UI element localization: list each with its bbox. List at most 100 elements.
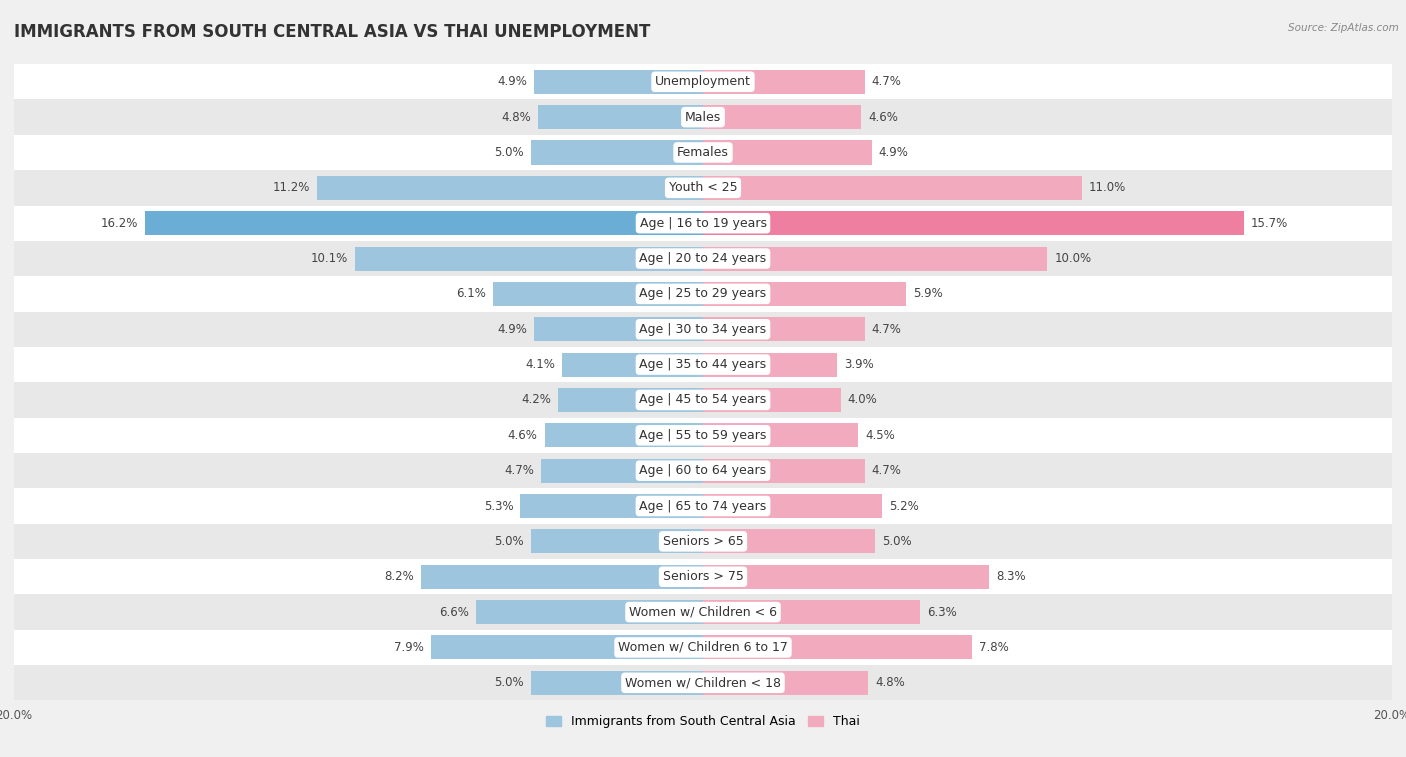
Bar (420, 565, 703, 589)
Text: 3.9%: 3.9% (844, 358, 875, 371)
Bar (14, 170, 1392, 205)
Bar (14, 488, 1392, 524)
Text: 4.5%: 4.5% (865, 428, 894, 442)
Text: 4.9%: 4.9% (879, 146, 908, 159)
Text: 8.3%: 8.3% (995, 570, 1025, 583)
Bar (703, 141, 872, 164)
Text: 4.6%: 4.6% (869, 111, 898, 123)
Text: 6.3%: 6.3% (927, 606, 956, 618)
Bar (703, 353, 838, 377)
Text: Age | 30 to 34 years: Age | 30 to 34 years (640, 322, 766, 336)
Bar (14, 64, 1392, 99)
Bar (703, 565, 988, 589)
Text: Age | 20 to 24 years: Age | 20 to 24 years (640, 252, 766, 265)
Bar (534, 317, 703, 341)
Text: 5.0%: 5.0% (495, 146, 524, 159)
Text: Age | 35 to 44 years: Age | 35 to 44 years (640, 358, 766, 371)
Bar (14, 99, 1392, 135)
Text: 10.0%: 10.0% (1054, 252, 1091, 265)
Bar (430, 635, 703, 659)
Bar (703, 494, 882, 518)
Bar (14, 594, 1392, 630)
Bar (14, 312, 1392, 347)
Text: 5.2%: 5.2% (889, 500, 918, 512)
Bar (14, 382, 1392, 418)
Bar (14, 453, 1392, 488)
Bar (318, 176, 703, 200)
Text: 15.7%: 15.7% (1251, 217, 1288, 229)
Text: Age | 16 to 19 years: Age | 16 to 19 years (640, 217, 766, 229)
Text: Females: Females (678, 146, 728, 159)
Text: 11.2%: 11.2% (273, 182, 311, 195)
Bar (703, 423, 858, 447)
Text: Age | 45 to 54 years: Age | 45 to 54 years (640, 394, 766, 407)
Bar (14, 241, 1392, 276)
Text: 11.0%: 11.0% (1088, 182, 1126, 195)
Bar (534, 70, 703, 94)
Bar (703, 388, 841, 412)
Text: Women w/ Children < 6: Women w/ Children < 6 (628, 606, 778, 618)
Legend: Immigrants from South Central Asia, Thai: Immigrants from South Central Asia, Thai (541, 710, 865, 733)
Bar (14, 559, 1392, 594)
Bar (531, 529, 703, 553)
Bar (145, 211, 703, 235)
Bar (520, 494, 703, 518)
Text: 4.8%: 4.8% (875, 676, 905, 690)
Bar (703, 529, 875, 553)
Bar (703, 176, 1083, 200)
Text: 6.6%: 6.6% (439, 606, 468, 618)
Bar (475, 600, 703, 624)
Text: IMMIGRANTS FROM SOUTH CENTRAL ASIA VS THAI UNEMPLOYMENT: IMMIGRANTS FROM SOUTH CENTRAL ASIA VS TH… (14, 23, 651, 41)
Bar (14, 276, 1392, 312)
Text: 16.2%: 16.2% (101, 217, 138, 229)
Text: 7.9%: 7.9% (394, 641, 425, 654)
Text: 4.7%: 4.7% (872, 322, 901, 336)
Text: 4.0%: 4.0% (848, 394, 877, 407)
Text: Age | 65 to 74 years: Age | 65 to 74 years (640, 500, 766, 512)
Text: Source: ZipAtlas.com: Source: ZipAtlas.com (1288, 23, 1399, 33)
Bar (537, 105, 703, 129)
Text: 8.2%: 8.2% (384, 570, 413, 583)
Bar (14, 418, 1392, 453)
Text: Unemployment: Unemployment (655, 75, 751, 89)
Text: Age | 25 to 29 years: Age | 25 to 29 years (640, 288, 766, 301)
Bar (14, 630, 1392, 665)
Text: Age | 55 to 59 years: Age | 55 to 59 years (640, 428, 766, 442)
Text: 4.7%: 4.7% (872, 464, 901, 477)
Bar (14, 665, 1392, 700)
Text: 4.1%: 4.1% (524, 358, 555, 371)
Text: 4.9%: 4.9% (498, 75, 527, 89)
Text: 7.8%: 7.8% (979, 641, 1008, 654)
Bar (703, 105, 862, 129)
Bar (14, 135, 1392, 170)
Text: Seniors > 65: Seniors > 65 (662, 535, 744, 548)
Text: Seniors > 75: Seniors > 75 (662, 570, 744, 583)
Text: Males: Males (685, 111, 721, 123)
Text: Age | 60 to 64 years: Age | 60 to 64 years (640, 464, 766, 477)
Bar (531, 141, 703, 164)
Bar (14, 524, 1392, 559)
Text: Women w/ Children 6 to 17: Women w/ Children 6 to 17 (619, 641, 787, 654)
Text: 4.7%: 4.7% (872, 75, 901, 89)
Bar (541, 459, 703, 483)
Bar (562, 353, 703, 377)
Text: 5.0%: 5.0% (882, 535, 911, 548)
Bar (703, 317, 865, 341)
Bar (703, 282, 907, 306)
Bar (703, 459, 865, 483)
Bar (531, 671, 703, 695)
Text: 4.7%: 4.7% (505, 464, 534, 477)
Bar (703, 247, 1047, 270)
Bar (494, 282, 703, 306)
Text: 6.1%: 6.1% (456, 288, 486, 301)
Bar (356, 247, 703, 270)
Bar (703, 600, 920, 624)
Text: Women w/ Children < 18: Women w/ Children < 18 (626, 676, 780, 690)
Bar (703, 635, 972, 659)
Text: Youth < 25: Youth < 25 (669, 182, 737, 195)
Text: 5.0%: 5.0% (495, 535, 524, 548)
Bar (703, 70, 865, 94)
Text: 4.8%: 4.8% (501, 111, 531, 123)
Bar (14, 205, 1392, 241)
Text: 5.9%: 5.9% (912, 288, 943, 301)
